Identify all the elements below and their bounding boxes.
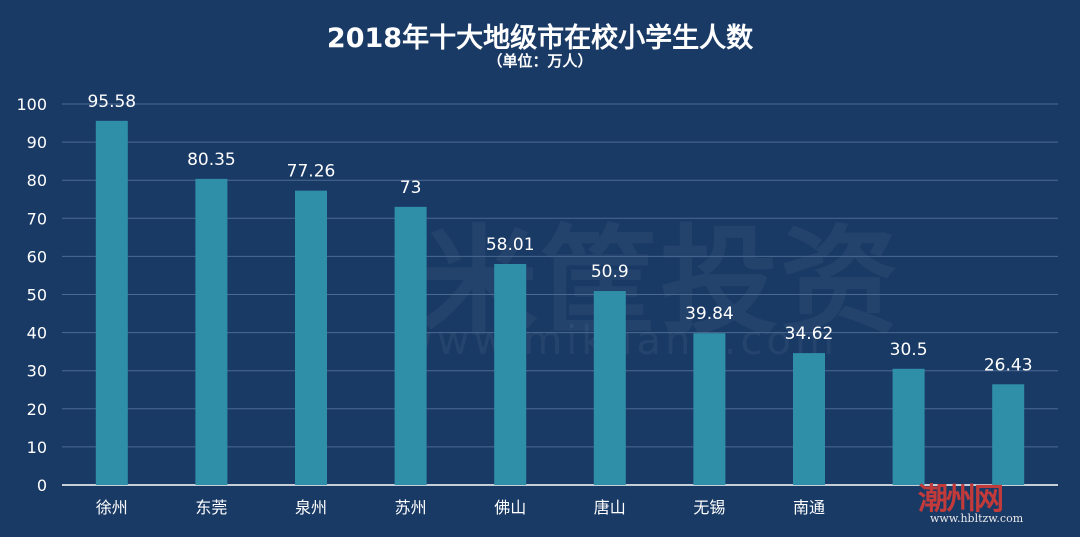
bar xyxy=(295,190,327,485)
x-tick-label: 唐山 xyxy=(594,498,626,517)
bar xyxy=(195,178,228,485)
x-tick-label: 苏州 xyxy=(395,498,427,517)
chart-subtitle: （单位：万人） xyxy=(487,52,593,70)
data-label: 39.84 xyxy=(685,304,734,324)
y-tick-label: 20 xyxy=(27,400,47,419)
data-label: 50.9 xyxy=(591,262,629,282)
y-tick-label: 40 xyxy=(27,324,47,343)
bar xyxy=(693,333,726,485)
x-tick-label: 东莞 xyxy=(195,498,227,517)
bar xyxy=(992,384,1025,485)
y-tick-label: 50 xyxy=(27,286,47,305)
corner-watermark-text: 潮州网 xyxy=(918,482,1004,517)
bar xyxy=(95,120,128,485)
bar xyxy=(892,368,925,485)
data-label: 77.26 xyxy=(287,162,336,182)
y-tick-label: 90 xyxy=(27,133,47,152)
bar xyxy=(793,353,825,485)
x-tick-label: 无锡 xyxy=(693,498,725,517)
data-label: 34.62 xyxy=(785,324,834,344)
y-tick-label: 30 xyxy=(27,362,47,381)
y-tick-label: 60 xyxy=(27,247,47,266)
data-label: 30.5 xyxy=(890,340,928,360)
x-tick-label: 南通 xyxy=(793,498,825,517)
data-label: 95.58 xyxy=(87,92,136,112)
y-tick-label: 10 xyxy=(27,438,47,457)
bar xyxy=(494,263,527,485)
corner-watermark-url: www.hbltzw.com xyxy=(930,512,1024,525)
data-label: 80.35 xyxy=(187,150,236,170)
data-label: 73 xyxy=(400,178,422,198)
x-tick-label: 徐州 xyxy=(96,498,128,517)
data-label: 58.01 xyxy=(486,235,535,255)
bar xyxy=(394,206,427,485)
y-tick-label: 70 xyxy=(27,209,47,228)
y-tick-label: 0 xyxy=(37,476,47,495)
x-tick-label: 佛山 xyxy=(494,498,526,517)
x-tick-label: 泉州 xyxy=(295,498,327,517)
data-label: 26.43 xyxy=(984,355,1033,375)
y-tick-label: 100 xyxy=(16,95,47,114)
y-tick-label: 80 xyxy=(27,171,47,190)
bar xyxy=(593,291,626,485)
chart-title: 2018年十大地级市在校小学生人数 xyxy=(326,23,754,54)
